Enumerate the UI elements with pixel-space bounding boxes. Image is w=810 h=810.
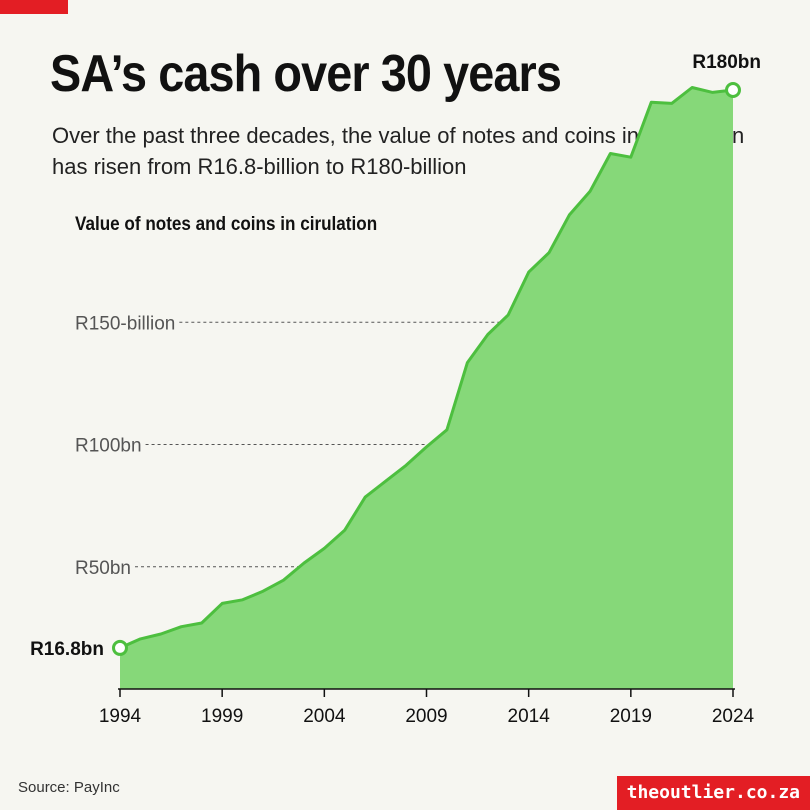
- x-tick-label: 1994: [99, 706, 142, 727]
- chart-title: Value of notes and coins in cirulation: [75, 214, 378, 235]
- start-value-label: R16.8bn: [30, 639, 104, 660]
- accent-bar: [0, 0, 68, 14]
- page-subtitle: Over the past three decades, the value o…: [52, 123, 745, 179]
- y-gridline-label: R100bn: [75, 436, 142, 457]
- annotations: R16.8bn R180bn: [30, 52, 761, 660]
- x-tick-label: 2004: [303, 706, 346, 727]
- x-tick-label: 2009: [405, 706, 447, 727]
- page-title: SA’s cash over 30 years: [50, 45, 562, 103]
- x-tick-label: 1999: [201, 706, 243, 727]
- gridlines: R50bn R100bn R150-billion: [75, 313, 733, 579]
- endpoint-marker: [725, 81, 741, 98]
- x-tick-label: 2024: [712, 706, 755, 727]
- endpoint-marker: [112, 639, 128, 656]
- x-tick-label: 2019: [610, 706, 652, 727]
- brand-badge[interactable]: theoutlier.co.za: [616, 776, 810, 810]
- y-gridline-label: R150-billion: [75, 313, 175, 334]
- series-line: [119, 86, 734, 650]
- x-tick-label: 2014: [508, 706, 551, 727]
- end-value-label: R180bn: [692, 52, 761, 73]
- source-note: Source: PayInc: [18, 779, 120, 796]
- area-series: [119, 86, 734, 689]
- x-axis: 1994 1999 2004 2009 2014 2019 2024: [99, 688, 755, 727]
- area-fill: [120, 87, 733, 689]
- y-gridline-label: R50bn: [75, 558, 131, 579]
